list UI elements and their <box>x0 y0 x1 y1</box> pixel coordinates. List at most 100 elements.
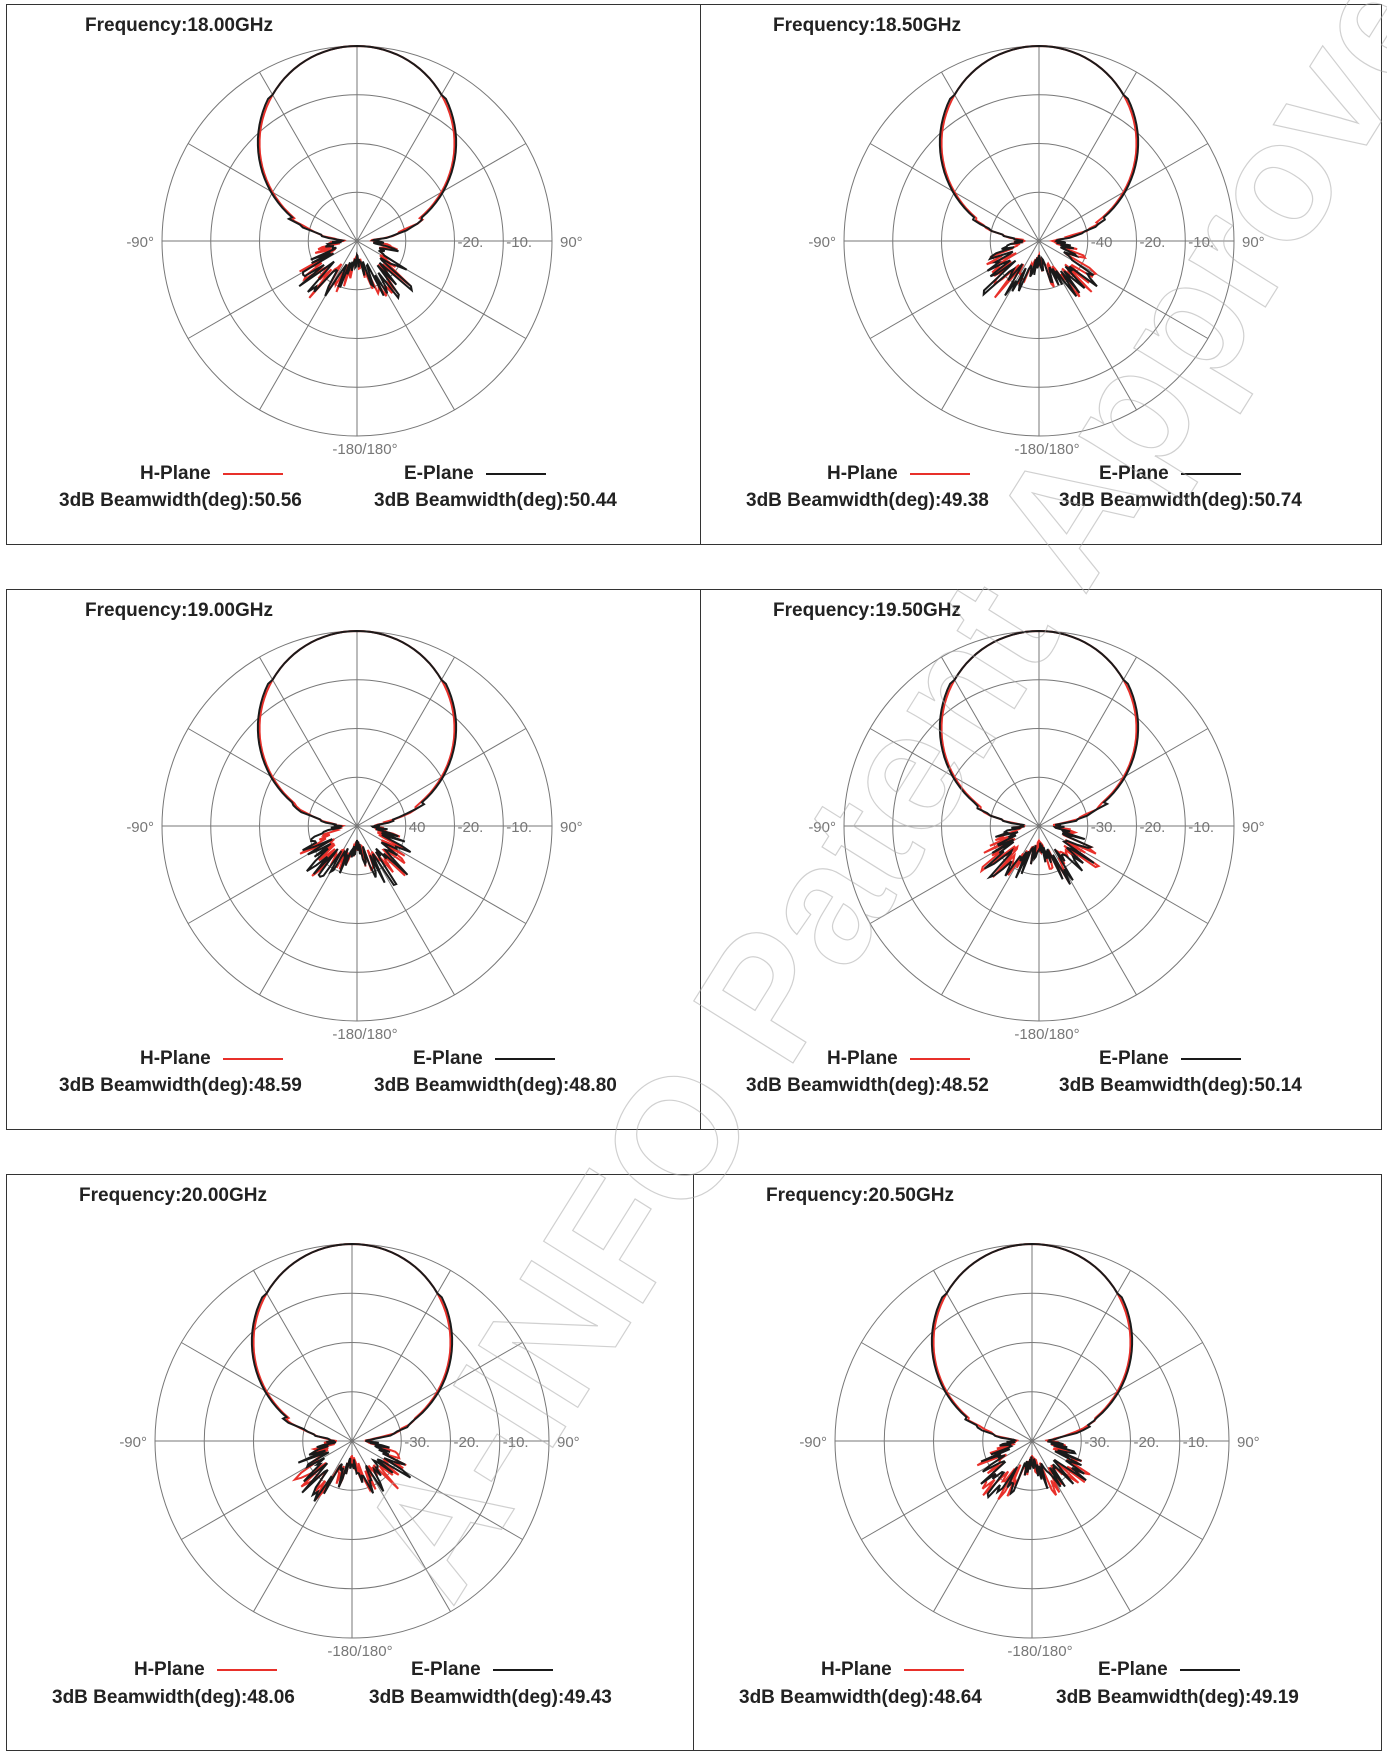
radial-tick-label: -30. <box>1084 1434 1110 1451</box>
frequency-title: Frequency:18.50GHz <box>773 15 961 36</box>
angle-label: -90° <box>119 1434 147 1451</box>
e-beamwidth: 3dB Beamwidth(deg):50.14 <box>1059 1075 1302 1096</box>
legend-line-e <box>485 472 546 475</box>
grid-spoke <box>933 1270 1131 1612</box>
h-beamwidth: 3dB Beamwidth(deg):48.06 <box>52 1687 295 1708</box>
polar-plot-3: -90° 90° -180/180° 40 -20. -10. <box>126 629 583 1043</box>
chart-panel-1: -90° 90° -180/180° -20. -10. Frequency:18.00… <box>6 4 701 545</box>
polar-plot-2: -90° 90° -180/180° -40 -20. -10. <box>808 44 1265 458</box>
e-plane-curve <box>250 1242 454 1502</box>
angle-label: -180/180° <box>332 1026 397 1043</box>
grid-spoke <box>253 1270 451 1612</box>
radial-tick-label: -30. <box>404 1434 430 1451</box>
legend-h-plane: H-Plane <box>821 1659 964 1681</box>
legend-label: E-Plane <box>1099 463 1169 484</box>
angle-label: 90° <box>1242 234 1265 251</box>
e-beamwidth: 3dB Beamwidth(deg):50.74 <box>1059 490 1302 511</box>
legend-h-plane: H-Plane <box>827 1048 970 1070</box>
polar-plot-1: -90° 90° -180/180° -20. -10. <box>126 44 583 458</box>
h-beamwidth: 3dB Beamwidth(deg):48.64 <box>739 1687 982 1708</box>
e-plane-curve <box>256 629 458 887</box>
radial-tick-label: -10. <box>506 234 532 251</box>
angle-label: -90° <box>126 819 154 836</box>
legend-line-h <box>222 1057 283 1060</box>
angle-label: -180/180° <box>1014 441 1079 458</box>
legend-e-plane: E-Plane <box>404 463 546 485</box>
angle-label: -90° <box>799 1434 827 1451</box>
legend-label: H-Plane <box>140 463 211 484</box>
polar-plot-4: -90° 90° -180/180° -30. -20. -10. <box>808 629 1265 1043</box>
grid-spoke <box>941 656 1137 996</box>
legend-e-plane: E-Plane <box>413 1048 555 1070</box>
legend-line-e <box>1180 472 1241 475</box>
angle-label: -90° <box>808 819 836 836</box>
radial-tick-label: 40 <box>409 819 426 836</box>
grid-spoke <box>259 656 455 996</box>
frequency-title: Frequency:20.50GHz <box>766 1185 954 1206</box>
chart-panel-6: -90° 90° -180/180° -30. -20. -10. Frequency:2… <box>693 1174 1382 1751</box>
e-plane-curve <box>938 629 1140 885</box>
chart-panel-5: -90° 90° -180/180° -30. -20. -10. Frequency:2… <box>6 1174 694 1751</box>
radial-tick-label: -20. <box>458 234 484 251</box>
legend-label: E-Plane <box>404 463 474 484</box>
legend-line-h <box>909 1057 970 1060</box>
legend-line-h <box>222 472 283 475</box>
radial-tick-label: -10. <box>503 1434 529 1451</box>
radial-tick-label: -10. <box>1188 234 1214 251</box>
legend-line-e <box>1180 1057 1241 1060</box>
angle-label: -180/180° <box>1007 1643 1072 1660</box>
legend-label: E-Plane <box>413 1048 483 1069</box>
radial-tick-label: -20. <box>1140 819 1166 836</box>
angle-label: 90° <box>557 1434 580 1451</box>
legend-h-plane: H-Plane <box>140 1048 283 1070</box>
angle-label: 90° <box>560 819 583 836</box>
legend-e-plane: E-Plane <box>1098 1659 1240 1681</box>
h-beamwidth: 3dB Beamwidth(deg):48.59 <box>59 1075 302 1096</box>
e-beamwidth: 3dB Beamwidth(deg):50.44 <box>374 490 617 511</box>
polar-plot-6: -90° 90° -180/180° -30. -20. -10. <box>799 1242 1260 1660</box>
angle-label: 90° <box>1237 1434 1260 1451</box>
angle-label: 90° <box>1242 819 1265 836</box>
legend-line-e <box>492 1668 553 1671</box>
legend-label: H-Plane <box>827 463 898 484</box>
h-beamwidth: 3dB Beamwidth(deg):48.52 <box>746 1075 989 1096</box>
chart-panel-2: -90° 90° -180/180° -40 -20. -10. Frequency:18… <box>700 4 1382 545</box>
e-plane-curve <box>938 44 1140 298</box>
legend-label: E-Plane <box>1099 1048 1169 1069</box>
frequency-title: Frequency:19.50GHz <box>773 600 961 621</box>
legend-h-plane: H-Plane <box>827 463 970 485</box>
e-beamwidth: 3dB Beamwidth(deg):49.43 <box>369 1687 612 1708</box>
radial-tick-label: -10. <box>1183 1434 1209 1451</box>
radial-tick-label: -20. <box>454 1434 480 1451</box>
frequency-title: Frequency:20.00GHz <box>79 1185 267 1206</box>
legend-label: H-Plane <box>827 1048 898 1069</box>
legend-line-h <box>909 472 970 475</box>
chart-panel-3: -90° 90° -180/180° 40 -20. -10. Frequency:19.… <box>6 589 701 1130</box>
radial-tick-label: -20. <box>1134 1434 1160 1451</box>
legend-h-plane: H-Plane <box>134 1659 277 1681</box>
angle-label: -180/180° <box>1014 1026 1079 1043</box>
legend-e-plane: E-Plane <box>1099 463 1241 485</box>
legend-line-h <box>903 1668 964 1671</box>
radial-tick-label: -40 <box>1091 234 1113 251</box>
frequency-title: Frequency:19.00GHz <box>85 600 273 621</box>
frequency-title: Frequency:18.00GHz <box>85 15 273 36</box>
chart-panel-4: -90° 90° -180/180° -30. -20. -10. Frequency:1… <box>700 589 1382 1130</box>
legend-label: H-Plane <box>140 1048 211 1069</box>
e-beamwidth: 3dB Beamwidth(deg):49.19 <box>1056 1687 1299 1708</box>
legend-label: H-Plane <box>821 1659 892 1680</box>
angle-label: 90° <box>560 234 583 251</box>
e-beamwidth: 3dB Beamwidth(deg):48.80 <box>374 1075 617 1096</box>
e-plane-curve <box>256 44 458 301</box>
angle-label: -180/180° <box>332 441 397 458</box>
legend-e-plane: E-Plane <box>411 1659 553 1681</box>
radial-tick-label: -20. <box>458 819 484 836</box>
polar-plot-5: -90° 90° -180/180° -30. -20. -10. <box>119 1242 580 1660</box>
grid-spoke <box>259 71 455 411</box>
grid-spoke <box>941 71 1137 411</box>
radial-tick-label: -10. <box>506 819 532 836</box>
legend-label: H-Plane <box>134 1659 205 1680</box>
legend-e-plane: E-Plane <box>1099 1048 1241 1070</box>
h-beamwidth: 3dB Beamwidth(deg):50.56 <box>59 490 302 511</box>
legend-line-e <box>1179 1668 1240 1671</box>
